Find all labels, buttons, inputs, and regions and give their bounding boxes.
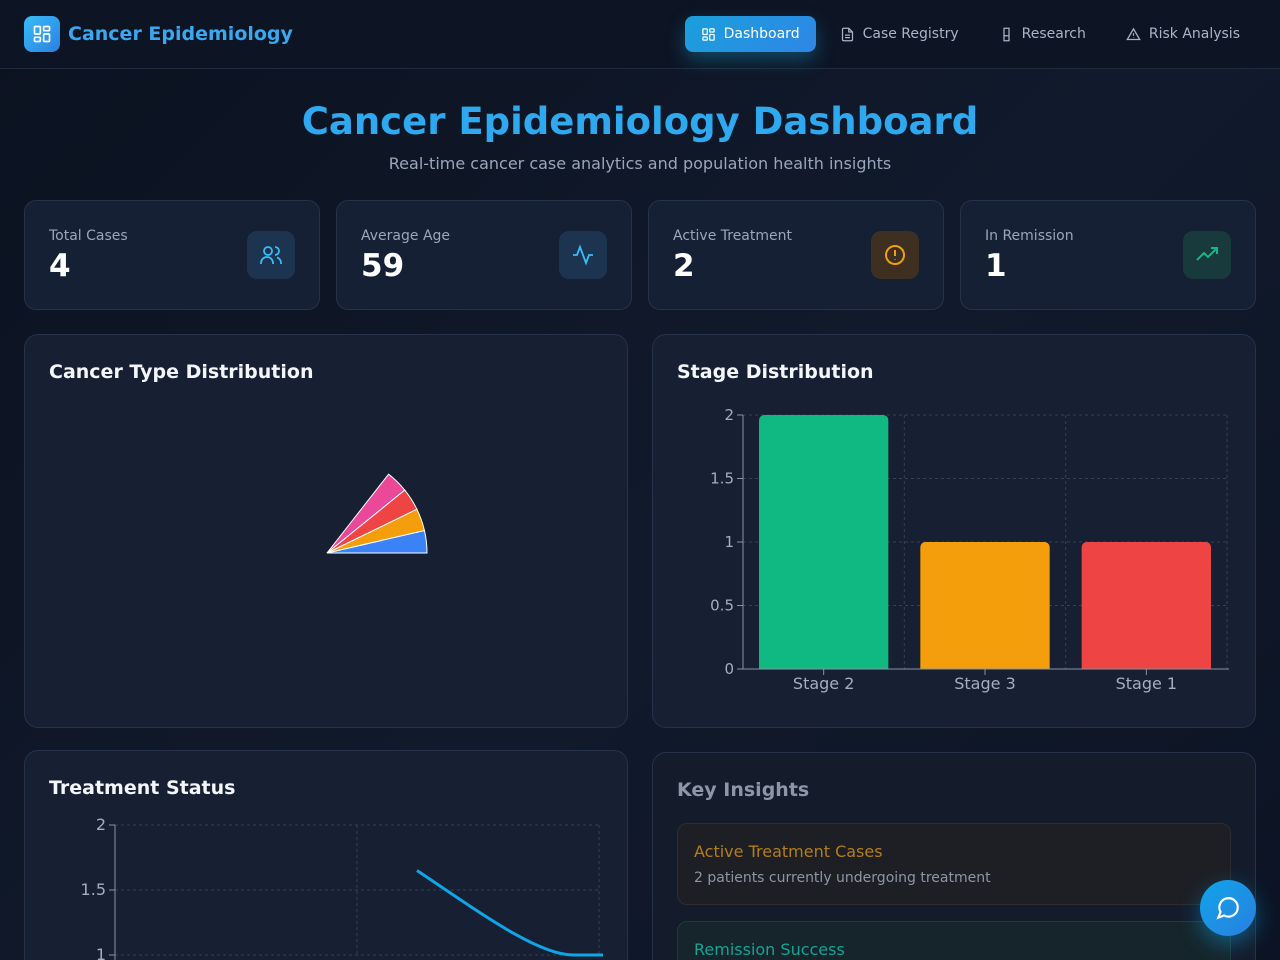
nav-links: Dashboard Case Registry Research Risk An…: [677, 16, 1256, 52]
chat-bubble-icon: [1216, 897, 1239, 920]
bar: [920, 542, 1050, 669]
nav-case-registry[interactable]: Case Registry: [824, 16, 975, 52]
nav-risk-analysis-label: Risk Analysis: [1148, 26, 1240, 42]
bar-chart: 0 0.5 1 1.5 2 Stage 2 Stage 3 Stage 1: [710, 406, 1229, 693]
nav-risk-analysis[interactable]: Risk Analysis: [1110, 16, 1256, 52]
activity-icon: [559, 231, 607, 279]
stat-value: 4: [49, 248, 71, 284]
flask-icon: [1003, 27, 1010, 41]
pie-chart: [326, 473, 428, 554]
x-tick-label: Stage 1: [1116, 674, 1178, 693]
y-tick-label: 1.5: [81, 880, 106, 899]
dashboard-icon: [701, 27, 715, 41]
brand[interactable]: Cancer Epidemiology: [24, 16, 293, 52]
y-tick-label: 2: [96, 815, 106, 834]
series-line: [416, 869, 603, 957]
x-tick-label: Stage 3: [954, 674, 1016, 693]
trending-up-icon: [1183, 231, 1231, 279]
cancer-type-panel: Cancer Type Distribution: [24, 334, 628, 728]
stat-value: 2: [673, 248, 695, 284]
insight-card: Active Treatment Cases 2 patients curren…: [677, 823, 1231, 905]
treatment-panel: Treatment Status 1 1.5 2: [24, 750, 628, 960]
insights-panel: Key Insights Active Treatment Cases 2 pa…: [652, 752, 1256, 960]
panel-title: Treatment Status: [49, 777, 236, 799]
stat-card-average-age: Average Age 59: [336, 200, 632, 310]
bar: [1081, 542, 1211, 669]
stat-label: Active Treatment: [673, 228, 792, 244]
dashboard-icon: [24, 16, 60, 52]
nav-research-label: Research: [1021, 26, 1086, 42]
stat-card-total-cases: Total Cases 4: [24, 200, 320, 310]
panel-title: Stage Distribution: [677, 361, 874, 383]
pie-slice: [326, 473, 406, 554]
bar: [759, 415, 889, 669]
warning-icon: [1126, 27, 1141, 40]
navbar: Cancer Epidemiology Dashboard Case Regis…: [0, 0, 1280, 69]
insight-title: Remission Success: [694, 940, 845, 959]
insight-title: Active Treatment Cases: [694, 842, 883, 861]
stat-card-in-remission: In Remission 1: [960, 200, 1256, 310]
y-tick-label: 1: [724, 533, 734, 551]
stat-value: 59: [361, 248, 405, 284]
y-tick-label: 0: [724, 660, 734, 678]
stage-panel: Stage Distribution 0 0.5 1 1.5 2 Stage 2 Stage…: [652, 334, 1256, 728]
stat-label: Total Cases: [49, 228, 128, 244]
x-tick-label: Stage 2: [793, 674, 855, 693]
panel-title: Key Insights: [677, 779, 810, 801]
stat-label: In Remission: [985, 228, 1074, 244]
brand-name: Cancer Epidemiology: [68, 23, 293, 45]
chat-button[interactable]: [1200, 880, 1256, 936]
insight-text: 2 patients currently undergoing treatmen…: [694, 870, 991, 886]
stat-label: Average Age: [361, 228, 451, 244]
stat-value: 1: [985, 248, 1007, 284]
users-icon: [247, 231, 295, 279]
alert-circle-icon: [871, 231, 919, 279]
y-tick-label: 2: [724, 406, 734, 424]
insight-card: Remission Success: [677, 921, 1231, 960]
nav-dashboard[interactable]: Dashboard: [684, 16, 816, 52]
nav-dashboard-label: Dashboard: [723, 26, 800, 42]
page-title: Cancer Epidemiology Dashboard: [301, 100, 979, 143]
nav-research[interactable]: Research: [983, 16, 1102, 52]
stat-card-active-treatment: Active Treatment 2: [648, 200, 944, 310]
page-subtitle: Real-time cancer case analytics and popu…: [388, 154, 892, 173]
y-tick-label: 0.5: [710, 597, 734, 615]
line-chart: 11.52: [81, 815, 603, 960]
nav-case-registry-label: Case Registry: [862, 26, 959, 42]
y-tick-label: 1.5: [710, 470, 734, 488]
document-icon: [841, 27, 853, 41]
y-tick-label: 1: [96, 945, 106, 960]
panel-title: Cancer Type Distribution: [49, 361, 314, 383]
